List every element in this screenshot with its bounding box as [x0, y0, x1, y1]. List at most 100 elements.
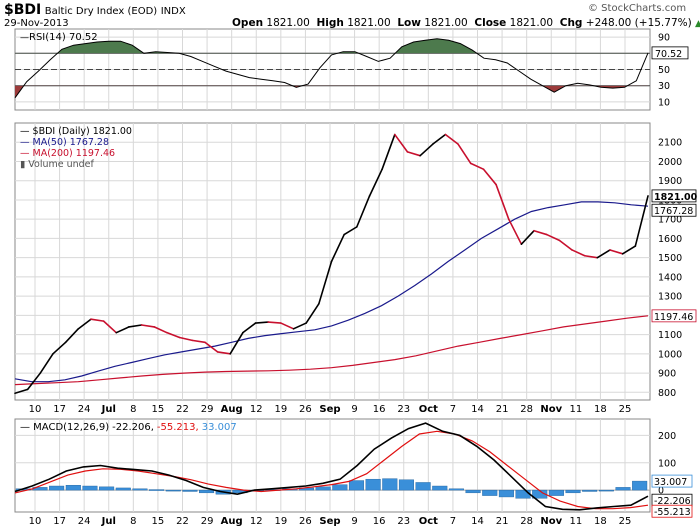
price-segment: [292, 322, 307, 330]
x-tick-label: 15: [152, 516, 165, 527]
x-tick-label: 23: [397, 516, 410, 527]
macd-histogram-bar: [115, 487, 131, 491]
price-segment: [406, 151, 421, 157]
panel-frame: [14, 122, 651, 401]
x-tick-label: 29: [201, 404, 214, 415]
price-segment: [368, 168, 383, 197]
x-tick-label: 9: [351, 516, 357, 527]
y-tick-label: 1600: [658, 234, 682, 245]
macd-histogram-bar: [99, 486, 115, 491]
x-tick-label: 22: [176, 404, 189, 415]
price-segment: [596, 249, 611, 259]
price-value-tag-label: 1767.28: [654, 206, 693, 217]
x-tick-label: Oct: [419, 516, 438, 527]
y-tick-label: 2000: [658, 157, 682, 168]
x-tick-label: 7: [450, 516, 456, 527]
open-value: 1821.00: [266, 17, 310, 29]
rsi-value-tag-label: 70.52: [655, 49, 682, 60]
x-tick-label: 16: [373, 404, 386, 415]
macd-histogram-bar: [515, 489, 531, 499]
x-tick-label: 26: [299, 404, 312, 415]
x-tick-label: 9: [351, 404, 357, 415]
high-value: 1821.00: [347, 17, 391, 29]
price-segment: [204, 341, 219, 353]
y-tick-label: 100: [658, 458, 676, 469]
macd-signal-line: [14, 430, 649, 510]
x-tick-label: 7: [450, 404, 456, 415]
price-segment: [229, 331, 244, 355]
y-tick-label: 2100: [658, 138, 682, 149]
legend-label: — MACD(12,26,9): [20, 422, 109, 433]
macd-histogram-bar: [498, 489, 514, 498]
price-segment: [330, 233, 345, 263]
price-panel: 2100200019001800170016001500140013001200…: [14, 122, 698, 415]
x-tick-label: Nov: [540, 516, 562, 527]
rsi-overbought-fill: [15, 38, 648, 54]
price-segment: [102, 320, 118, 334]
low-value: 1821.00: [424, 17, 468, 29]
x-tick-label: Nov: [540, 404, 562, 415]
macd-value-tag: [651, 504, 693, 518]
price-segment: [267, 321, 282, 324]
price-value-tag-label: 1821.00: [654, 192, 698, 203]
x-tick-label: 12: [250, 404, 263, 415]
legend-label: ▮ Volume undef: [20, 159, 95, 170]
chg-value: +248.00 (+15.77%): [585, 17, 692, 29]
price-segment: [558, 239, 573, 251]
watermark: © StockCharts.com: [588, 3, 687, 14]
chg-label: Chg: [559, 17, 583, 29]
macd-histogram-bar: [615, 487, 631, 491]
x-tick-label: Oct: [419, 404, 438, 415]
x-tick-label: 10: [29, 516, 42, 527]
macd-histogram-bar: [465, 489, 481, 494]
legend-swatch: —: [20, 33, 29, 43]
price-segment: [520, 229, 535, 245]
price-segment: [254, 321, 270, 324]
x-tick-label: Aug: [221, 404, 243, 415]
symbol-name: Baltic Dry Index (EOD): [44, 6, 158, 17]
macd-histogram-bar: [565, 489, 581, 494]
close-label: Close: [474, 17, 507, 29]
y-tick-label: 10: [658, 97, 670, 108]
legend-label: — MA(200) 1197.46: [20, 148, 115, 159]
macd-panel: 200 100 0 10 17 24 Jul 8 15 22 29 Aug 12 19 26 Sep 9 16 23…: [14, 418, 693, 527]
price-segment: [166, 331, 181, 339]
symbol-title: $BDI Baltic Dry Index (EOD) INDX: [4, 2, 186, 18]
up-arrow-icon: ▲: [695, 19, 700, 29]
macd-histogram-bar: [632, 480, 648, 491]
macd-histogram-bar: [182, 489, 198, 492]
x-tick-label: Sep: [319, 516, 340, 527]
macd-histogram-bar: [348, 480, 365, 491]
macd-histogram-bar: [199, 489, 215, 494]
price-segment: [393, 133, 409, 153]
price-segment: [128, 324, 143, 328]
price-segment: [77, 318, 92, 330]
macd-histogram-bar: [415, 482, 431, 491]
price-segment: [39, 353, 54, 374]
y-tick-label: 50: [658, 65, 670, 76]
legend-label: -55.213,: [157, 422, 199, 433]
x-tick-label: Jul: [101, 516, 116, 527]
x-tick-label: 14: [471, 404, 484, 415]
y-tick-label: 1000: [658, 349, 682, 360]
legend-label: — MA(50) 1767.28: [20, 137, 109, 148]
price-segment: [571, 249, 586, 257]
price-segment: [343, 226, 358, 236]
price-value-tag: [651, 309, 697, 323]
macd-histogram-bar: [65, 484, 81, 491]
low-label: Low: [397, 17, 421, 29]
y-tick-label: 900: [658, 369, 676, 380]
x-tick-label: 12: [250, 516, 263, 527]
price-segment: [280, 322, 295, 330]
macd-value-tag-label: -22.206: [654, 496, 691, 507]
price-segment: [305, 303, 320, 324]
x-tick-label: 24: [78, 404, 91, 415]
macd-histogram-bar: [149, 489, 165, 491]
x-tick-label: 22: [176, 516, 189, 527]
y-tick-label: 1100: [658, 330, 682, 341]
macd-histogram-bar: [365, 478, 381, 491]
x-tick-label: Jul: [101, 404, 116, 415]
price-segment: [115, 326, 130, 334]
macd-histogram-bar: [165, 489, 181, 492]
